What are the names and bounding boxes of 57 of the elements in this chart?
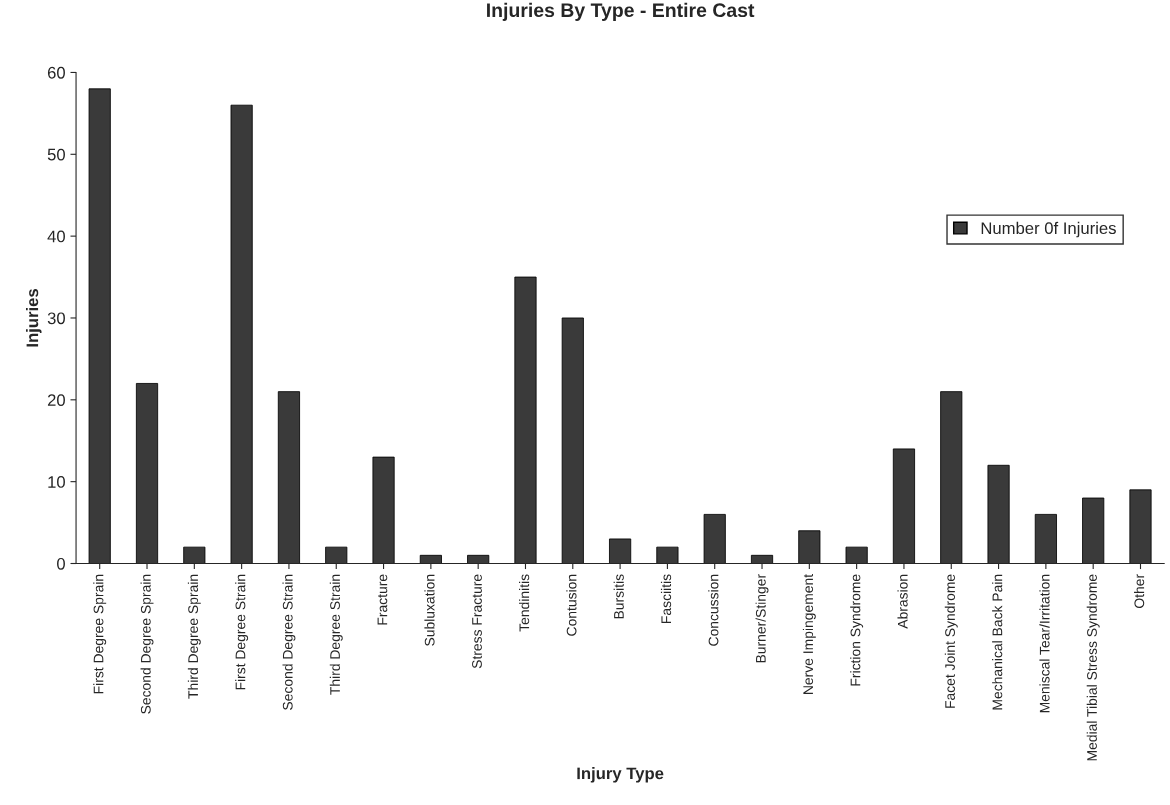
bar <box>1082 497 1105 564</box>
x-tick-label: Facet Joint Syndrome <box>944 574 958 708</box>
bar <box>1034 513 1057 564</box>
x-tick-label: Third Degree Sprain <box>187 574 201 699</box>
chart-title: Injuries By Type - Entire Cast <box>487 2 755 21</box>
y-tick-label: 20 <box>47 394 65 407</box>
x-tick-label: First Degree Strain <box>235 574 249 690</box>
x-tick-label: Second Degree Sprain <box>140 574 154 714</box>
x-tick-label: Nerve Impingement <box>802 574 816 694</box>
bar <box>561 317 584 564</box>
x-tick-label: Tendinitis <box>519 574 530 632</box>
bar <box>703 513 726 564</box>
y-tick-label: 10 <box>48 476 65 488</box>
x-tick-label: Fracture <box>377 574 388 625</box>
x-tick-label: Abrasion <box>897 574 908 629</box>
bar <box>325 546 348 564</box>
x-tick-label: Bursitis <box>613 574 624 619</box>
x-tick-label: Third Degree Strain <box>329 574 343 695</box>
bar <box>940 391 963 564</box>
bar <box>88 88 111 564</box>
x-tick-label: Fasciitis <box>660 574 672 623</box>
x-tick-label: Medial Tibial Stress Syndrome <box>1086 574 1100 761</box>
x-axis-title: Injury Type <box>577 767 664 783</box>
bar <box>467 554 490 564</box>
x-tick-label: Meniscal Tear/Irritation <box>1039 574 1050 713</box>
x-tick-label: Friction Syndrome <box>850 574 864 686</box>
bar <box>987 464 1010 564</box>
y-tick-label: 40 <box>47 230 65 243</box>
y-tick-label: 60 <box>47 66 65 79</box>
y-tick-label: 0 <box>57 557 65 570</box>
bar <box>514 276 537 564</box>
bar <box>183 546 206 564</box>
x-tick-label: Second Degree Strain <box>282 574 296 710</box>
x-tick-label: Stress Fracture <box>472 574 482 669</box>
bar <box>135 383 159 564</box>
x-tick-label: Contusion <box>566 574 577 636</box>
bar <box>230 104 253 564</box>
bar <box>892 448 916 564</box>
x-tick-label: Mechanical Back Pain <box>992 574 1003 710</box>
y-tick-label: 50 <box>47 148 65 161</box>
bar <box>750 554 774 564</box>
bar <box>845 546 868 564</box>
bar <box>419 554 442 564</box>
legend-label: Number 0f Injuries <box>981 221 1116 238</box>
x-tick-label: Burner/Stinger <box>755 574 769 663</box>
y-tick-label: 30 <box>47 312 65 325</box>
bar <box>798 530 821 564</box>
bar <box>1129 489 1152 564</box>
x-tick-label: Other <box>1134 574 1145 608</box>
bar <box>277 391 300 564</box>
x-tick-label: Subluxation <box>424 574 435 646</box>
x-tick-label: First Degree Sprain <box>93 574 107 694</box>
y-axis-title: Injuries <box>26 289 42 347</box>
bar <box>609 538 632 564</box>
x-tick-label: Concussion <box>708 574 719 646</box>
bar <box>372 456 395 564</box>
bar <box>656 546 679 564</box>
